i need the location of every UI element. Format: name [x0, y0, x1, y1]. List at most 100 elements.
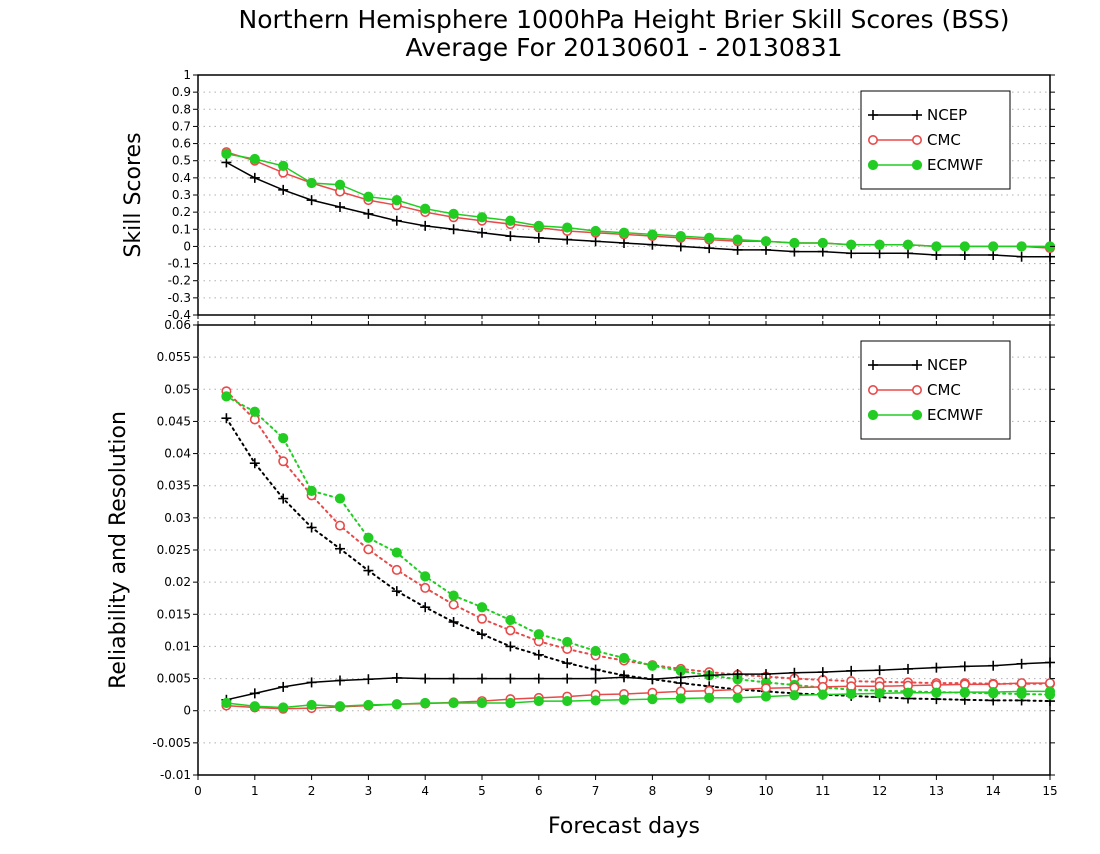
- data-point-ncep: [1016, 658, 1027, 669]
- data-point-ecmwf: [249, 406, 260, 417]
- data-point-ecmwf: [306, 485, 317, 496]
- series-ncep: [221, 157, 1055, 262]
- data-point-ecmwf: [618, 652, 630, 664]
- top-y-tick-label: 0.8: [172, 102, 191, 116]
- data-point-ecmwf: [476, 602, 488, 613]
- bot-y-tick-label: 0.035: [157, 479, 191, 493]
- data-point-ecmwf: [420, 697, 431, 709]
- data-point-ecmwf: [391, 547, 402, 558]
- data-point-ncep: [931, 662, 942, 673]
- data-point-ecmwf: [931, 241, 942, 252]
- legend-label-ncep: NCEP: [927, 356, 967, 374]
- legend-label-cmc: CMC: [927, 381, 961, 399]
- data-point-ncep: [732, 244, 743, 255]
- data-point-ncep: [533, 649, 544, 660]
- data-point-ecmwf: [1044, 686, 1056, 697]
- top-y-tick-label: 0.2: [172, 205, 191, 219]
- top-y-tick-label: 1: [183, 68, 191, 82]
- data-point-ecmwf: [647, 694, 658, 705]
- data-point-ecmwf: [334, 179, 346, 190]
- data-point-ecmwf: [221, 697, 232, 709]
- bot-y-tick-label: 0.06: [164, 318, 191, 332]
- data-point-ncep: [590, 673, 601, 684]
- data-point-ecmwf: [760, 236, 772, 247]
- data-point-ecmwf: [760, 691, 772, 702]
- data-point-ecmwf: [562, 636, 573, 648]
- x-tick-label: 13: [929, 784, 944, 798]
- data-point-ecmwf: [476, 697, 488, 709]
- top-y-tick-label: 0: [183, 239, 191, 253]
- bottom-y-ticks: -0.01 -0.005 0 0.005 0.01 0.015 0.02 0.025 0.03 0…: [152, 318, 1055, 782]
- data-point-ncep: [477, 629, 487, 640]
- data-point-cmc: [1045, 678, 1056, 689]
- data-point-cmc: [1016, 678, 1027, 689]
- bot-y-tick-label: 0.005: [157, 672, 191, 686]
- x-tick-label: 14: [986, 784, 1001, 798]
- data-point-ncep: [249, 458, 260, 469]
- x-tick-label: 7: [592, 784, 600, 798]
- data-point-ecmwf: [505, 697, 516, 709]
- data-point-ncep: [732, 669, 743, 680]
- series-cmc-reliability: [221, 678, 1056, 714]
- data-point-ecmwf: [391, 699, 402, 710]
- legend-marker: [867, 159, 879, 171]
- data-point-ncep: [647, 674, 658, 685]
- data-point-ecmwf: [732, 692, 743, 703]
- data-point-ecmwf: [306, 177, 317, 189]
- data-point-ecmwf: [789, 690, 800, 701]
- data-point-ncep: [1016, 251, 1027, 262]
- data-point-cmc: [420, 582, 431, 593]
- data-point-ecmwf: [278, 702, 289, 713]
- legend-label-cmc: CMC: [927, 131, 961, 149]
- data-point-ecmwf: [334, 493, 346, 504]
- data-point-ncep: [959, 661, 970, 672]
- data-point-ecmwf: [363, 532, 374, 543]
- legend-label-ncep: NCEP: [927, 106, 967, 124]
- legend-item-ecmwf: ECMWF: [867, 406, 983, 424]
- data-point-ecmwf: [590, 645, 601, 657]
- data-point-ecmwf: [505, 614, 516, 626]
- data-point-ecmwf: [363, 699, 374, 711]
- bot-y-tick-label: 0.01: [164, 639, 191, 653]
- data-point-ncep: [477, 673, 487, 684]
- bot-y-tick-label: 0.055: [157, 350, 191, 364]
- data-point-ncep: [789, 246, 800, 257]
- data-point-ncep: [619, 238, 629, 248]
- data-point-ncep: [533, 673, 544, 684]
- data-point-ncep: [363, 208, 374, 219]
- data-point-ecmwf: [1016, 686, 1027, 697]
- data-point-ecmwf: [618, 227, 630, 238]
- top-y-tick-label: -0.1: [168, 257, 191, 271]
- legend-label-ecmwf: ECMWF: [927, 156, 983, 174]
- bot-y-tick-label: -0.01: [160, 768, 191, 782]
- x-tick-label: 6: [535, 784, 543, 798]
- bot-y-tick-label: 0: [183, 704, 191, 718]
- data-point-ecmwf: [789, 237, 800, 249]
- top-y-tick-label: 0.5: [172, 154, 191, 168]
- top-y-tick-label: -0.4: [168, 308, 191, 322]
- data-point-ncep: [420, 602, 431, 613]
- data-point-ecmwf: [675, 693, 686, 704]
- data-point-ncep: [221, 157, 232, 168]
- top-y-tick-label: -0.2: [168, 274, 191, 288]
- data-point-ncep: [817, 667, 828, 678]
- legend-item-ncep: NCEP: [868, 106, 967, 124]
- data-point-ncep: [562, 658, 573, 669]
- data-point-ecmwf: [959, 686, 970, 698]
- data-point-cmc: [448, 599, 459, 610]
- series-line-ncep: [225, 417, 1051, 703]
- data-point-cmc: [760, 683, 771, 694]
- data-point-ecmwf: [363, 191, 374, 202]
- data-point-ncep: [533, 232, 544, 243]
- data-point-cmc: [334, 520, 345, 531]
- data-point-ncep: [335, 543, 345, 554]
- data-point-ecmwf: [704, 692, 715, 703]
- data-point-ecmwf: [221, 391, 232, 402]
- data-point-ncep: [846, 665, 857, 676]
- data-point-ecmwf: [988, 686, 999, 698]
- data-point-ecmwf: [562, 695, 573, 707]
- data-point-ncep: [306, 522, 317, 533]
- series-ecmwf: [221, 148, 1056, 252]
- data-point-ncep: [562, 673, 573, 684]
- data-point-ncep: [619, 672, 629, 683]
